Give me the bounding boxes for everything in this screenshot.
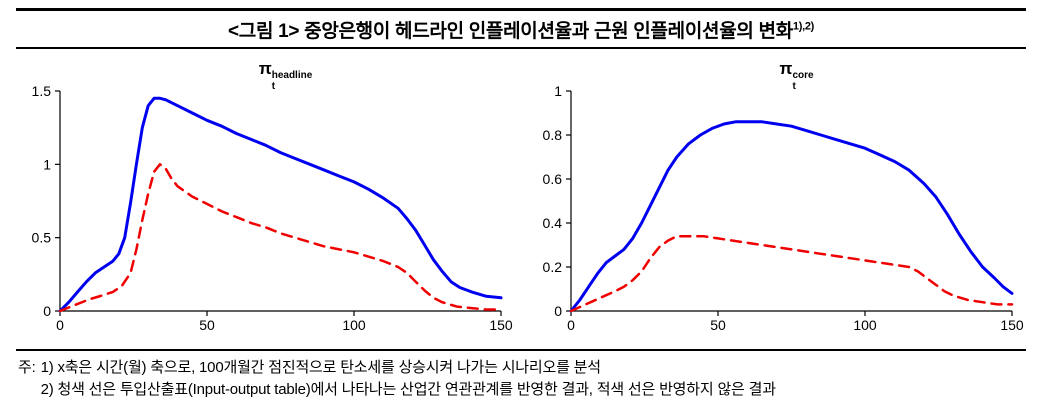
footnote-line-2: 주: 2) 청색 선은 투입산출표(Input-output table)에서 … bbox=[18, 379, 1024, 401]
pi-subscript: t bbox=[271, 80, 276, 92]
svg-text:1.5: 1.5 bbox=[32, 83, 52, 99]
core-plot: 0 50 100 150 0 0.2 0.4 0.6 0.8 1 bbox=[543, 83, 1024, 333]
chart-title-headline: π headline t bbox=[16, 59, 515, 91]
pi-symbol: π bbox=[779, 59, 793, 78]
figure-title: <그림 1> 중앙은행이 헤드라인 인플레이션율과 근원 인플레이션율의 변화1… bbox=[16, 11, 1026, 49]
svg-text:0.5: 0.5 bbox=[32, 230, 52, 246]
svg-text:150: 150 bbox=[489, 317, 513, 333]
chart-core: π core t 0 50 100 150 0 0.2 0.4 0.6 0.8 1 bbox=[527, 59, 1026, 339]
svg-text:0.6: 0.6 bbox=[543, 171, 563, 187]
top-border-rule bbox=[16, 8, 1026, 11]
footnote-line-1: 주: 1) x축은 시간(월) 축으로, 100개월간 점진적으로 탄소세를 상… bbox=[18, 357, 1024, 379]
svg-text:0.8: 0.8 bbox=[543, 127, 563, 143]
svg-text:150: 150 bbox=[1000, 317, 1024, 333]
footnote-text-1: 1) x축은 시간(월) 축으로, 100개월간 점진적으로 탄소세를 상승시켜… bbox=[40, 359, 602, 376]
svg-text:1: 1 bbox=[554, 83, 562, 99]
pi-subscript: t bbox=[792, 80, 796, 92]
svg-text:100: 100 bbox=[853, 317, 877, 333]
pi-superscript: core bbox=[792, 70, 814, 81]
svg-text:100: 100 bbox=[342, 317, 366, 333]
svg-text:0: 0 bbox=[43, 303, 51, 319]
pi-symbol: π bbox=[258, 59, 272, 78]
footnote-divider-rule bbox=[16, 349, 1026, 351]
pi-superscript: headline bbox=[271, 70, 313, 81]
pi-script-stack: core t bbox=[792, 70, 814, 92]
svg-text:0: 0 bbox=[554, 303, 562, 319]
svg-text:50: 50 bbox=[199, 317, 215, 333]
svg-text:50: 50 bbox=[710, 317, 726, 333]
footnote-text-2: 2) 청색 선은 투입산출표(Input-output table)에서 나타나… bbox=[40, 380, 776, 398]
figure-title-superscript: 1),2) bbox=[792, 20, 815, 33]
headline-plot: 0 50 100 150 0 0.5 1 1.5 bbox=[32, 83, 513, 333]
svg-text:0.4: 0.4 bbox=[543, 215, 563, 231]
figure-title-text: <그림 1> 중앙은행이 헤드라인 인플레이션율과 근원 인플레이션율의 변화 bbox=[227, 21, 793, 42]
chart-title-core: π core t bbox=[527, 59, 1026, 91]
svg-text:1: 1 bbox=[43, 156, 51, 172]
figure-1: <그림 1> 중앙은행이 헤드라인 인플레이션율과 근원 인플레이션율의 변화1… bbox=[16, 8, 1026, 401]
footnotes: 주: 1) x축은 시간(월) 축으로, 100개월간 점진적으로 탄소세를 상… bbox=[16, 351, 1026, 401]
pi-script-stack: headline t bbox=[271, 70, 313, 92]
chart-headline: π headline t 0 50 100 150 0 0.5 1 1.5 bbox=[16, 59, 515, 339]
svg-text:0: 0 bbox=[56, 317, 64, 333]
svg-text:0.2: 0.2 bbox=[543, 259, 563, 275]
charts-row: π headline t 0 50 100 150 0 0.5 1 1.5 π core t 0 50 1… bbox=[16, 59, 1026, 339]
footnote-label: 주: bbox=[18, 359, 36, 376]
svg-text:0: 0 bbox=[567, 317, 575, 333]
